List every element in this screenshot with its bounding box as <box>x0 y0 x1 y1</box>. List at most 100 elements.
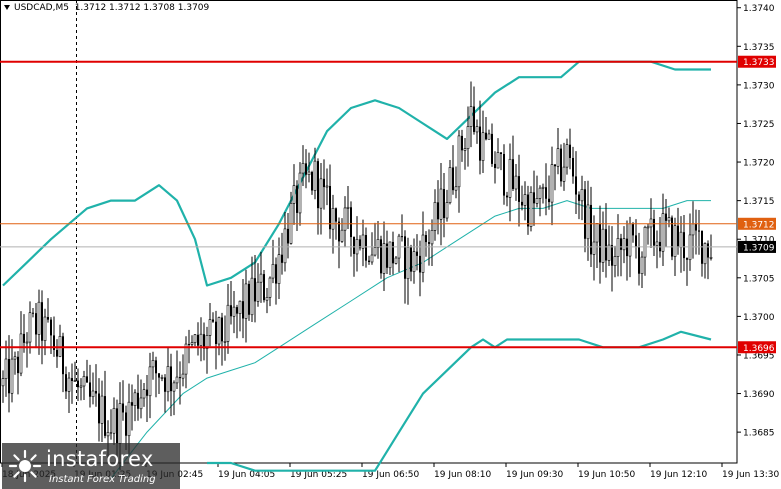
candle-bear <box>179 377 181 379</box>
candle-bear <box>8 359 10 394</box>
candle-bull <box>673 225 677 257</box>
candle-bear <box>479 126 481 161</box>
candle-bull <box>346 206 350 209</box>
candle-bear <box>98 393 100 424</box>
candle-bull <box>661 213 665 252</box>
logo-wordmark: instaforex <box>46 447 154 471</box>
candle-bull <box>361 234 365 249</box>
candle-bull <box>445 202 449 219</box>
candle-bull <box>166 366 170 393</box>
candle-bear <box>335 208 337 222</box>
candle-bear <box>527 194 529 227</box>
candle-bull <box>556 148 560 167</box>
candle-bull <box>439 188 443 220</box>
candle-bull <box>340 229 344 242</box>
candle-bear <box>533 192 535 204</box>
candle-bull <box>601 228 605 263</box>
candle-bull <box>10 358 14 394</box>
candle-bull <box>139 397 143 410</box>
candle-bull <box>37 301 41 335</box>
candle-bear <box>461 135 463 151</box>
candle-bull <box>376 239 380 248</box>
candle-bear <box>548 198 550 203</box>
x-tick-label: 19 Jun 09:30 <box>506 470 563 480</box>
candle-bull <box>118 403 122 444</box>
candle-bull <box>301 163 305 174</box>
candle-bull <box>565 144 569 168</box>
y-tick-label: 1.3705 <box>743 274 775 284</box>
x-tick-label: 19 Jun 10:50 <box>578 470 635 480</box>
candle-bear <box>578 194 580 201</box>
candle-bull <box>265 297 269 301</box>
x-tick-label: 19 Jun 05:25 <box>290 470 347 480</box>
candle-bear <box>572 157 574 177</box>
symbol-label: USDCAD,M5 <box>14 3 69 13</box>
candle-bear <box>296 185 298 213</box>
candle-bull <box>667 217 671 222</box>
x-tick-label: 19 Jun 06:50 <box>362 470 419 480</box>
candle-bear <box>437 202 439 220</box>
candle-bear <box>512 159 514 189</box>
candle-bull <box>151 360 155 368</box>
level-price-label-resistance: 1.3733 <box>743 58 775 68</box>
candle-bull <box>649 218 653 228</box>
candle-bear <box>635 235 637 248</box>
candle-bear <box>242 301 244 319</box>
candle-bull <box>100 395 104 424</box>
candle-bear <box>677 225 679 248</box>
logo-background <box>2 443 180 489</box>
candle-bull <box>538 187 542 199</box>
candle-bear <box>491 133 493 164</box>
candle-bull <box>292 185 296 204</box>
candle-bear <box>104 396 106 436</box>
candle-bear <box>698 230 700 232</box>
candle-bull <box>313 160 317 191</box>
bid-price-label-bg <box>738 217 776 230</box>
bollinger-lower-line <box>207 330 712 472</box>
candle-bull <box>133 392 137 406</box>
candle-bear <box>350 207 352 238</box>
candle-bull <box>595 223 599 243</box>
chart-menu-triangle-icon[interactable] <box>4 5 10 10</box>
candle-bull <box>28 312 32 343</box>
candle-bull <box>622 238 626 251</box>
candle-bull <box>691 223 695 236</box>
candle-bear <box>110 432 112 434</box>
candle-bull <box>541 186 545 189</box>
y-tick-label: 1.3735 <box>743 43 775 53</box>
candle-bull <box>628 223 632 257</box>
candle-bear <box>506 195 508 198</box>
candle-bull <box>271 263 275 279</box>
candle-bull <box>463 148 467 151</box>
candle-bull <box>82 376 86 387</box>
candle-bear <box>281 254 283 263</box>
candle-bull <box>208 319 212 336</box>
candle-bear <box>590 204 592 255</box>
candle-bull <box>562 166 566 182</box>
candle-bull <box>256 281 260 302</box>
candle-bull <box>448 167 452 203</box>
candle-bear <box>599 223 601 263</box>
candle-bear <box>137 392 139 409</box>
candle-bull <box>529 192 533 227</box>
y-tick-label: 1.3740 <box>743 4 775 14</box>
candle-bear <box>275 264 277 284</box>
candle-bull <box>199 333 203 346</box>
candle-bear <box>521 201 523 206</box>
candle-bull <box>709 257 713 259</box>
candle-bear <box>32 312 34 314</box>
candle-bear <box>131 402 133 406</box>
candle-bull <box>19 333 23 374</box>
candle-bear <box>122 403 124 413</box>
candle-bear <box>248 283 250 315</box>
candle-bear <box>485 132 487 140</box>
candle-bull <box>142 389 146 399</box>
candle-bull <box>283 228 287 264</box>
candle-bull <box>217 317 221 345</box>
instaforex-sun-icon <box>8 449 42 483</box>
candle-bull <box>67 377 71 392</box>
candle-bull <box>487 133 491 140</box>
candle-bear <box>311 172 313 191</box>
candle-bear <box>50 319 52 336</box>
